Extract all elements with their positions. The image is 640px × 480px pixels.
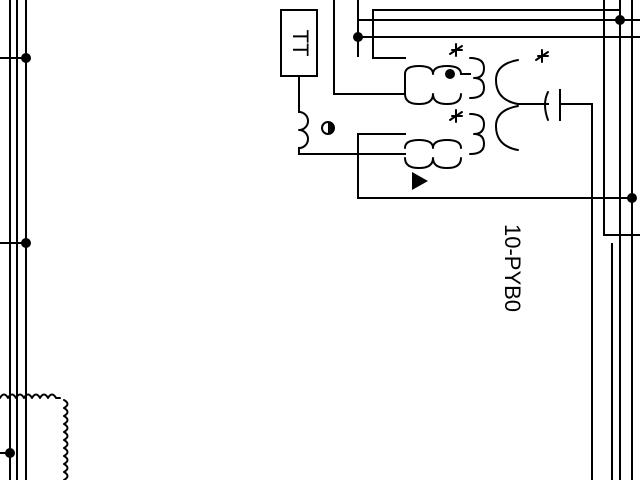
right-bus-lines [591,0,640,480]
lower-coil-pair [357,109,633,199]
tt-label: TT [288,30,313,57]
diode-arrow-icon [412,172,428,190]
tt-transformer: TT [280,9,406,155]
component-label: 10-PYB0 [500,224,525,312]
left-bus-lines [0,0,31,480]
upper-coil-pair [372,43,485,105]
capacitor-section [495,49,593,151]
left-coil [0,393,69,480]
top-wiring [333,0,640,95]
